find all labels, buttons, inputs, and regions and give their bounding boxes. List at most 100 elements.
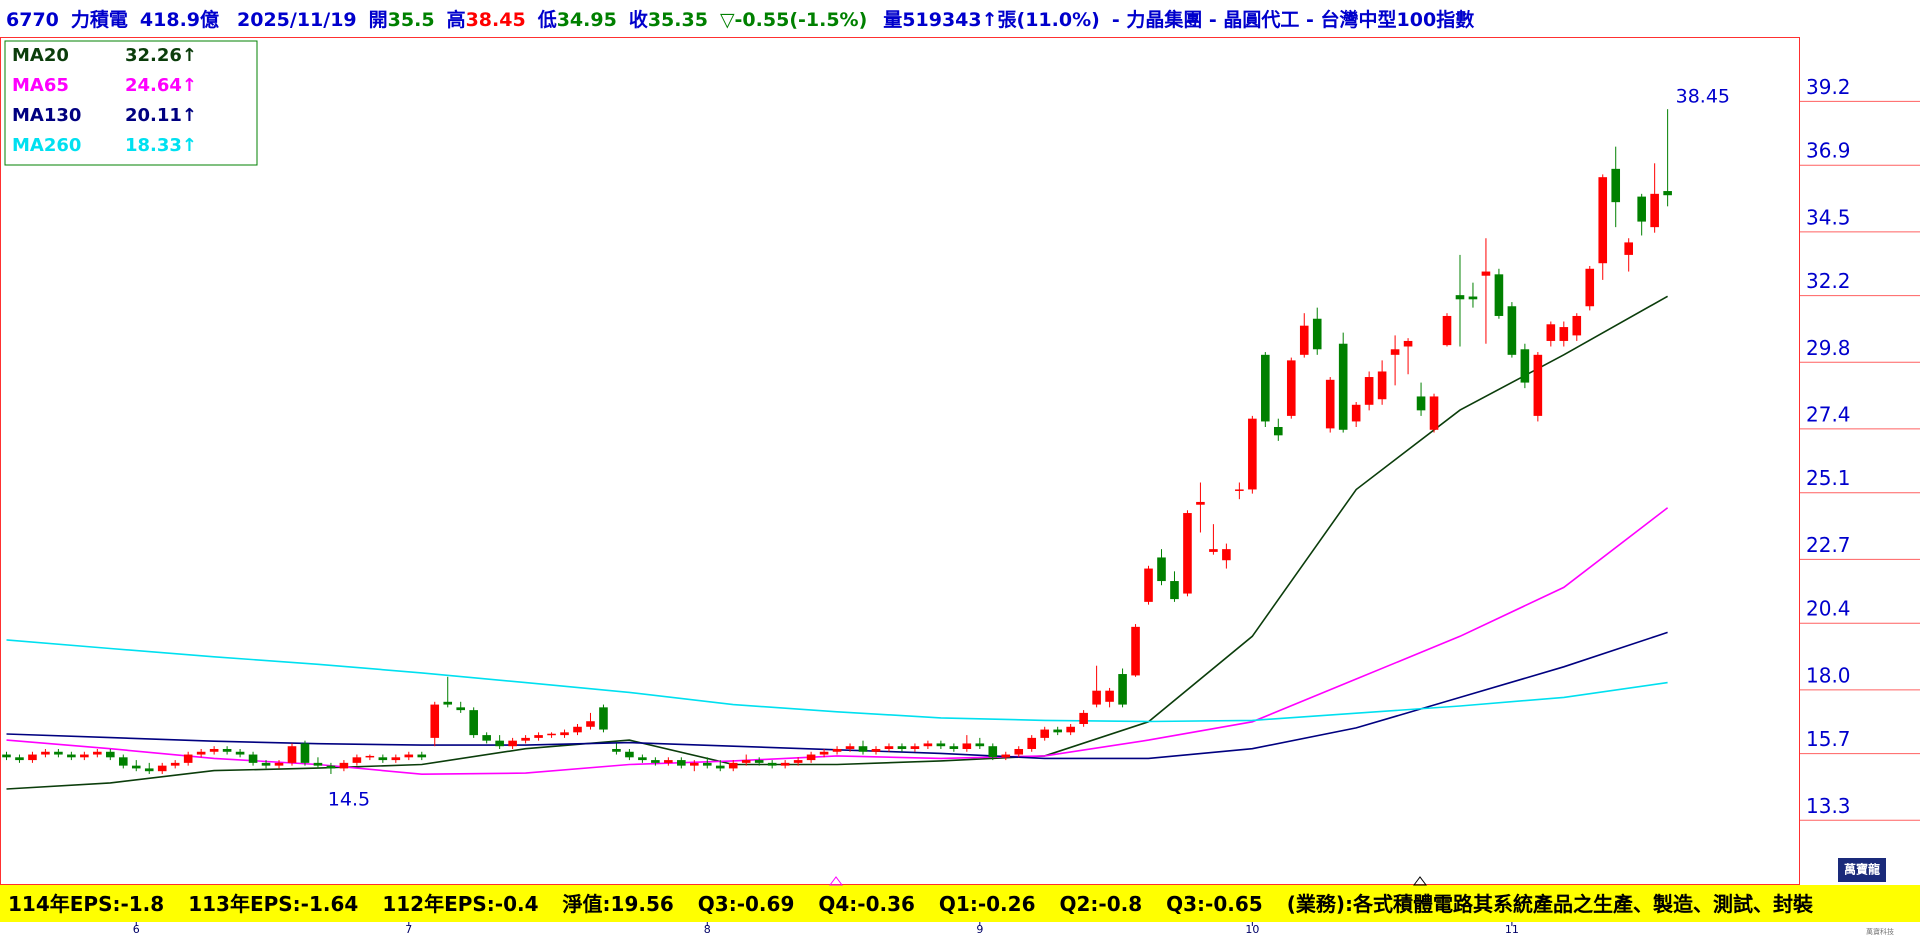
candle-body <box>1520 349 1530 383</box>
x-tick-label: 8 <box>704 923 711 936</box>
y-tick-label: 32.2 <box>1806 269 1851 293</box>
x-tick-label: 7 <box>405 923 412 936</box>
candle-body <box>1286 360 1296 416</box>
candle-body <box>209 748 219 752</box>
candle-body <box>300 743 310 763</box>
candle-body <box>1585 268 1595 307</box>
candle-body <box>690 762 699 766</box>
candle-body <box>1390 349 1400 355</box>
candle-body <box>1196 501 1205 505</box>
candle-body <box>1351 404 1361 422</box>
header-segment: 收 <box>629 8 648 31</box>
logo-box <box>1838 858 1886 882</box>
y-tick-label: 13.3 <box>1806 794 1851 818</box>
candle-body <box>638 757 647 761</box>
candle-body <box>482 735 491 741</box>
marker <box>829 876 843 886</box>
candle-body <box>715 765 725 769</box>
header-segment: 38.45 <box>466 9 526 31</box>
candle-body <box>780 762 790 766</box>
candle-body <box>547 733 556 736</box>
candle-body <box>1209 549 1218 552</box>
candle-body <box>1312 318 1322 350</box>
candle-body <box>1611 168 1621 203</box>
candle-body <box>93 751 102 755</box>
info-item: 114年EPS:-1.8 <box>8 892 164 916</box>
ma-line <box>6 639 1668 723</box>
candle-body <box>1416 396 1426 411</box>
candle-body <box>1624 242 1633 255</box>
marker <box>1413 876 1427 886</box>
candle-body <box>313 762 323 766</box>
candle-body <box>651 760 660 763</box>
candle-body <box>754 760 764 763</box>
header-segment: 力積電 <box>71 8 128 31</box>
candle-body <box>1546 324 1556 341</box>
candle-body <box>910 746 920 749</box>
candle-body <box>131 765 141 769</box>
x-tick-label: 10 <box>1245 923 1259 936</box>
candle-body <box>1455 295 1465 300</box>
candle-body <box>80 754 89 758</box>
candle-body <box>625 751 634 758</box>
candle-body <box>1027 737 1037 749</box>
y-tick-label: 22.7 <box>1806 533 1851 557</box>
y-tick-label: 20.4 <box>1806 597 1851 621</box>
candle-body <box>54 751 63 755</box>
candle-body <box>806 754 816 761</box>
info-item: Q3:-0.69 <box>698 892 795 916</box>
candle-body <box>858 746 868 752</box>
candle-body <box>962 743 972 749</box>
candle-body <box>988 746 998 758</box>
ma-line <box>6 295 1668 790</box>
info-item: Q1:-0.26 <box>939 892 1036 916</box>
legend-name: MA20 <box>12 45 69 66</box>
candle-body <box>534 735 543 738</box>
header-segment: 6770 <box>6 9 59 31</box>
legend-value: 20.11↑ <box>125 105 197 126</box>
header-segment: 34.95 <box>557 9 617 31</box>
candle-body <box>1377 371 1387 400</box>
logo: 萬寶龍 <box>1844 862 1880 877</box>
candle-body <box>1157 557 1166 582</box>
header-segment: 高 <box>447 8 466 31</box>
candle-body <box>1650 193 1659 228</box>
candle-body <box>612 748 621 752</box>
candle-body <box>677 760 686 766</box>
candle-body <box>1429 396 1439 430</box>
candle-body <box>560 732 569 736</box>
info-item: Q3:-0.65 <box>1166 892 1263 916</box>
candle-body <box>456 707 466 711</box>
candle-body <box>1494 274 1504 316</box>
candle-body <box>1559 327 1569 341</box>
candle-body <box>1040 729 1050 738</box>
candle-body <box>261 762 271 766</box>
candle-body <box>1325 379 1335 429</box>
candle-body <box>1598 177 1608 264</box>
info-item: Q4:-0.36 <box>818 892 915 916</box>
header-segment: ▽-0.55(-1.5%) <box>720 9 867 31</box>
candle-body <box>417 754 427 758</box>
candle-body <box>1273 426 1283 436</box>
brand: 萬寶科技 <box>1866 927 1894 936</box>
candle-body <box>845 746 855 749</box>
candle-body <box>1338 343 1348 430</box>
legend-value: 24.64↑ <box>125 75 197 96</box>
candle-body <box>391 757 401 761</box>
candle-body <box>1131 626 1140 676</box>
candle-body <box>248 754 258 763</box>
candle-body <box>819 751 829 755</box>
y-tick-label: 27.4 <box>1806 402 1851 426</box>
candle-body <box>157 765 167 772</box>
candle-body <box>1118 674 1127 705</box>
y-tick-label: 25.1 <box>1806 466 1851 490</box>
info-item: 112年EPS:-0.4 <box>382 892 538 916</box>
candle-body <box>170 762 180 766</box>
candle-body <box>664 760 673 763</box>
legend-value: 32.26↑ <box>125 45 197 66</box>
candle-body <box>573 726 582 733</box>
header-segment: 418.9億 <box>140 8 219 31</box>
candle-body <box>287 746 297 763</box>
candle-body <box>1079 712 1088 725</box>
